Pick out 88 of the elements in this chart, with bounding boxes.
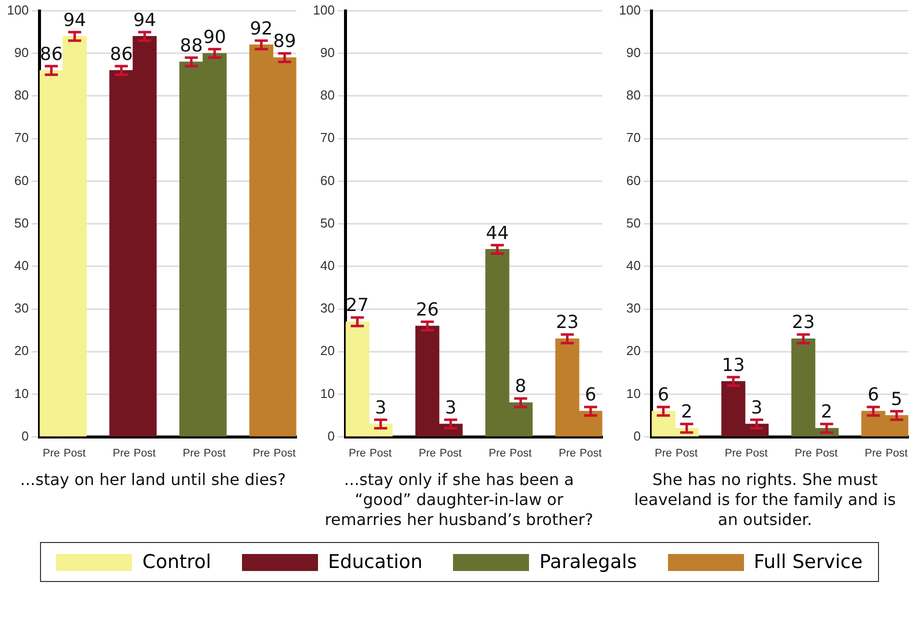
y-tick-label: 30 [626, 300, 641, 316]
data-label: 92 [250, 18, 273, 40]
x-tick-label: Pre [112, 447, 130, 460]
y-tick-label: 60 [320, 172, 335, 188]
data-label: 26 [416, 299, 439, 320]
data-label: 90 [203, 26, 226, 48]
x-tick-label: Pre [42, 447, 60, 460]
x-axis-title: She has no rights. She must leaveland is for the family and is an outsider. [633, 470, 897, 531]
y-tick-label: 20 [14, 343, 29, 358]
x-axis-title: ...stay on her land until she dies? [19, 470, 287, 491]
x-tick-label: Post [676, 447, 698, 460]
data-label: 3 [444, 397, 456, 418]
x-tick-label: Post [64, 447, 86, 460]
y-tick-label: 10 [14, 386, 29, 401]
data-label: 44 [486, 222, 509, 244]
data-label: 13 [722, 354, 745, 376]
y-tick-label: 20 [626, 343, 641, 358]
y-tick-label: 70 [626, 130, 641, 146]
data-label: 5 [890, 388, 902, 410]
x-tick-label: Post [134, 447, 156, 460]
legend-label: Paralegals [539, 551, 637, 573]
data-label: 8 [514, 376, 526, 398]
x-tick-label: Pre [864, 447, 882, 460]
y-tick-label: 30 [320, 300, 335, 316]
data-label: 94 [63, 10, 86, 31]
x-tick-label: Post [440, 447, 462, 460]
y-tick-label: 90 [626, 44, 641, 60]
x-tick-label: Pre [724, 447, 742, 460]
y-tick-label: 60 [626, 172, 641, 188]
x-tick-label: Pre [418, 447, 436, 460]
y-tick-label: 50 [320, 215, 335, 230]
x-tick-label: Post [510, 447, 532, 460]
y-tick-label: 0 [327, 428, 335, 444]
y-tick-label: 100 [6, 2, 29, 18]
x-tick-label: Pre [182, 447, 200, 460]
y-tick-label: 20 [320, 343, 335, 358]
y-tick-label: 80 [320, 88, 335, 103]
y-tick-label: 80 [14, 88, 29, 103]
data-label: 88 [180, 35, 203, 56]
data-label: 6 [584, 384, 596, 406]
data-label: 94 [133, 10, 156, 31]
y-tick-label: 100 [312, 2, 335, 18]
y-tick-label: 0 [633, 428, 641, 444]
data-label: 86 [110, 44, 133, 65]
y-tick-label: 30 [14, 300, 29, 316]
x-tick-label: Pre [794, 447, 812, 460]
legend-label: Control [142, 551, 212, 573]
x-tick-label: Post [204, 447, 226, 460]
y-tick-label: 60 [14, 172, 29, 188]
y-tick-label: 70 [14, 130, 29, 146]
data-label: 3 [750, 397, 762, 418]
y-tick-label: 80 [626, 88, 641, 103]
x-tick-label: Pre [558, 447, 576, 460]
y-tick-label: 0 [21, 428, 29, 444]
x-tick-label: Post [274, 447, 296, 460]
y-tick-label: 70 [320, 130, 335, 146]
x-tick-label: Post [746, 447, 768, 460]
x-tick-label: Pre [252, 447, 270, 460]
data-label: 6 [868, 384, 880, 406]
data-label: 2 [680, 402, 692, 423]
y-tick-label: 10 [320, 386, 335, 401]
data-label: 89 [273, 31, 296, 52]
y-tick-label: 40 [14, 258, 29, 273]
x-tick-label: Post [580, 447, 602, 460]
y-tick-label: 40 [320, 258, 335, 273]
data-label: 6 [658, 384, 670, 406]
data-label: 3 [374, 397, 386, 418]
data-label: 27 [346, 295, 369, 316]
x-tick-label: Post [370, 447, 392, 460]
x-tick-label: Pre [348, 447, 366, 460]
legend-label: Full Service [754, 551, 863, 573]
data-label: 23 [556, 312, 579, 334]
x-tick-label: Post [816, 447, 838, 460]
x-tick-label: Pre [488, 447, 506, 460]
y-tick-label: 100 [618, 2, 641, 18]
y-tick-label: 50 [14, 215, 29, 230]
x-tick-label: Pre [654, 447, 672, 460]
y-tick-label: 50 [626, 215, 641, 230]
data-label: 23 [792, 312, 815, 334]
y-tick-label: 10 [626, 386, 641, 401]
data-label: 86 [40, 44, 63, 65]
x-axis-title: ...stay only if she has been a “good” daughter-in-law or remarries her husband’s brother? [324, 470, 594, 531]
legend-label: Education [328, 551, 423, 573]
y-tick-label: 90 [14, 44, 29, 60]
y-tick-label: 90 [320, 44, 335, 60]
x-tick-label: Post [886, 447, 908, 460]
data-label: 2 [820, 402, 832, 423]
y-tick-label: 40 [626, 258, 641, 273]
